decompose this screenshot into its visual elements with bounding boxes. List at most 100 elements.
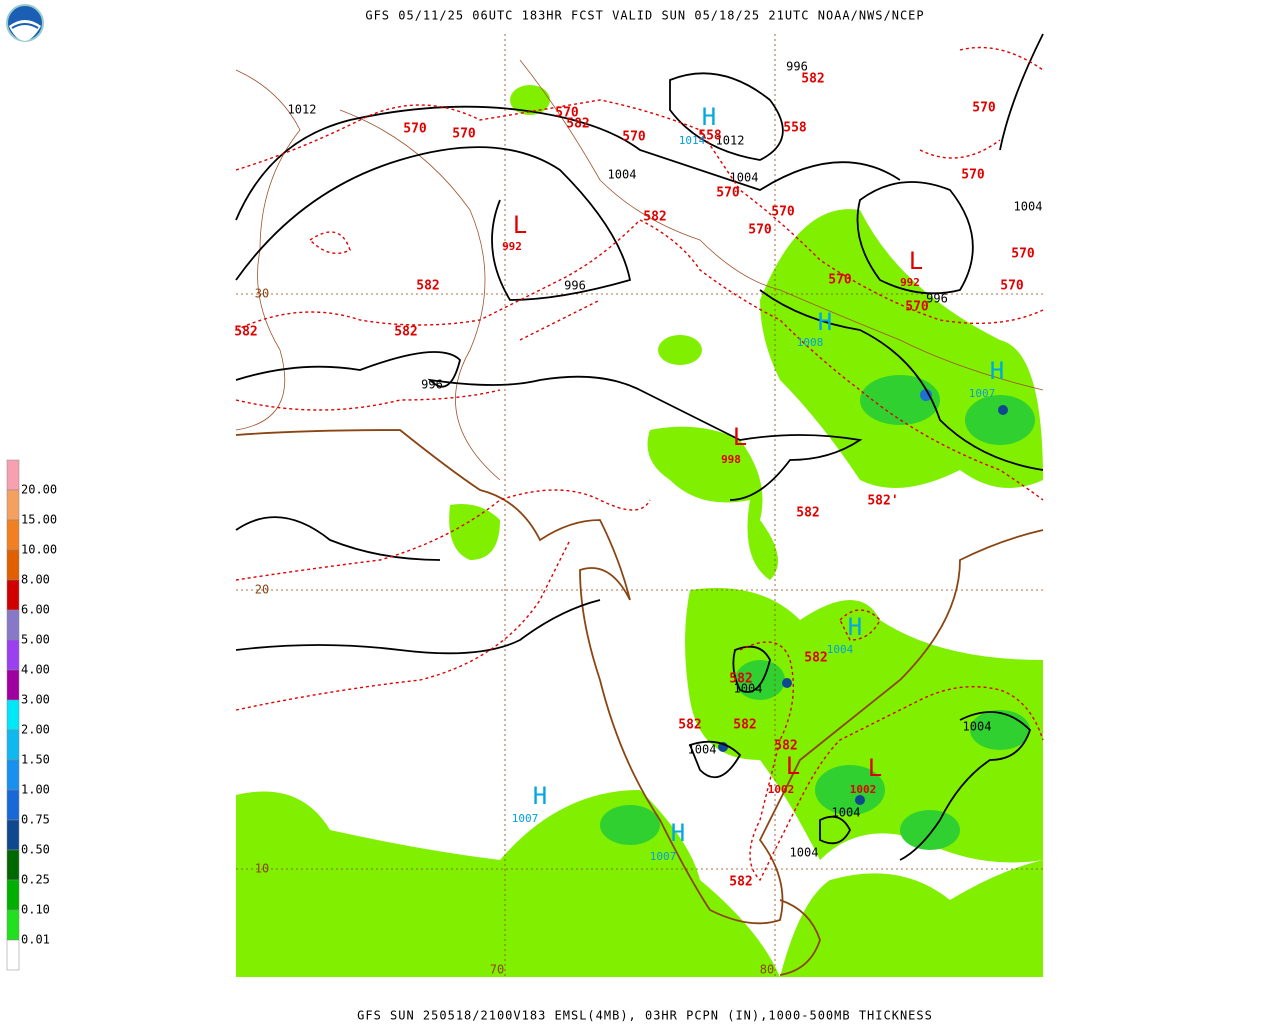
thickness-label: 570 <box>771 205 795 220</box>
lon-label: 80 <box>760 963 774 977</box>
legend-swatch <box>6 639 20 671</box>
legend-label: 0.75 <box>21 813 50 827</box>
precipitation <box>236 85 1043 977</box>
center-value: 1002 <box>850 783 877 796</box>
thickness-label: 570 <box>452 127 476 142</box>
legend-swatch <box>6 849 20 881</box>
legend-label: 20.00 <box>21 483 57 497</box>
thickness-label: 558 <box>698 129 722 144</box>
center-value: 1002 <box>768 783 795 796</box>
legend-label: 2.00 <box>21 723 50 737</box>
legend-label: 10.00 <box>21 543 57 557</box>
isobar-label: 996 <box>786 60 808 74</box>
thickness-label: 582 <box>234 325 257 340</box>
legend-swatch <box>6 819 20 851</box>
center-symbol: L <box>513 211 527 239</box>
thickness-label: 582 <box>796 506 819 521</box>
isobar-label: 1004 <box>1014 200 1043 214</box>
thickness-label: 582 <box>566 117 589 132</box>
thickness-label: 570 <box>555 106 579 121</box>
legend-label: 3.00 <box>21 693 50 707</box>
thickness-label: 570 <box>905 300 929 315</box>
isobar-label: 1004 <box>688 743 717 757</box>
thickness-label: 570 <box>1000 279 1024 294</box>
legend-swatch <box>6 459 20 491</box>
center-symbol: L <box>868 754 882 782</box>
lat-label: 10 <box>255 862 269 876</box>
thickness-label: 570 <box>622 130 646 145</box>
isobar-label: 1004 <box>790 846 819 860</box>
thickness-label: 570 <box>961 168 985 183</box>
center-value: 1014 <box>679 134 706 147</box>
legend-label: 5.00 <box>21 633 50 647</box>
legend-swatch <box>6 909 20 941</box>
legend-swatch <box>6 789 20 821</box>
legend-label: 6.00 <box>21 603 50 617</box>
isobar-label: 996 <box>421 378 443 392</box>
isobar-label: 1004 <box>730 171 759 185</box>
legend-label: 0.50 <box>21 843 50 857</box>
isobar-label: 996 <box>926 292 948 306</box>
lat-label: 30 <box>255 287 269 301</box>
thickness-label: 582 <box>733 718 756 733</box>
thickness-label: 570 <box>1011 247 1035 262</box>
lat-label: 20 <box>255 583 269 597</box>
center-symbol: L <box>733 423 747 451</box>
legend-label: 1.50 <box>21 753 50 767</box>
thickness-label: 582' <box>867 494 898 509</box>
header-title: GFS 05/11/25 06UTC 183HR FCST VALID SUN … <box>365 9 924 23</box>
thickness-label: 558 <box>783 121 807 136</box>
legend-swatch <box>6 519 20 551</box>
legend-label: 8.00 <box>21 573 50 587</box>
center-value: 1004 <box>827 643 854 656</box>
center-symbol: H <box>990 357 1004 385</box>
legend-label: 0.10 <box>21 903 50 917</box>
legend-swatch <box>6 609 20 641</box>
center-value: 998 <box>721 453 741 466</box>
center-value: 1007 <box>512 812 539 825</box>
isobar-label: 1004 <box>608 168 637 182</box>
isobar-label: 1012 <box>288 103 317 117</box>
legend-swatch <box>6 669 20 701</box>
legend-swatch <box>6 489 20 521</box>
thickness-label: 582 <box>774 739 797 754</box>
center-symbol: H <box>818 308 832 336</box>
center-symbol: H <box>848 613 862 641</box>
lat-lon-grid <box>236 34 1043 977</box>
legend-label: 4.00 <box>21 663 50 677</box>
center-symbol: H <box>702 103 716 131</box>
thickness-label: 582 <box>729 875 752 890</box>
isobar-label: 1012 <box>716 134 745 148</box>
center-symbol: H <box>533 782 547 810</box>
thickness-label: 570 <box>403 122 427 137</box>
isobar-label: 996 <box>564 279 586 293</box>
legend-label: 15.00 <box>21 513 57 527</box>
center-symbol: L <box>786 752 800 780</box>
legend-swatch <box>6 549 20 581</box>
legend-swatch <box>6 579 20 611</box>
thickness-label: 570 <box>972 101 996 116</box>
legend-label: 0.25 <box>21 873 50 887</box>
thickness-label: 582 <box>804 651 827 666</box>
thickness-label: 582 <box>643 210 666 225</box>
center-value: 992 <box>502 240 522 253</box>
center-value: 1007 <box>650 850 677 863</box>
thickness-label: 582 <box>394 325 417 340</box>
map: 30 20 10 70 80 1012 996 1012 1004 1004 1004 99… <box>234 33 1044 977</box>
legend-swatch <box>6 699 20 731</box>
thickness-label: 582 <box>801 72 824 87</box>
isobar-label: 1004 <box>734 682 763 696</box>
center-symbol: H <box>671 819 685 847</box>
thickness-label: 582 <box>729 672 752 687</box>
legend-label: 0.01 <box>21 933 50 947</box>
legend-swatch <box>6 729 20 761</box>
thickness-label: 570 <box>748 223 772 238</box>
footer-caption: GFS SUN 250518/2100V183 EMSL(4MB), 03HR … <box>357 1009 933 1023</box>
legend-swatch <box>6 879 20 911</box>
center-symbol: L <box>909 247 923 275</box>
center-value: 1007 <box>969 387 996 400</box>
isobar-label: 1004 <box>832 806 861 820</box>
legend-swatch <box>6 759 20 791</box>
thickness-label: 582 <box>416 279 439 294</box>
